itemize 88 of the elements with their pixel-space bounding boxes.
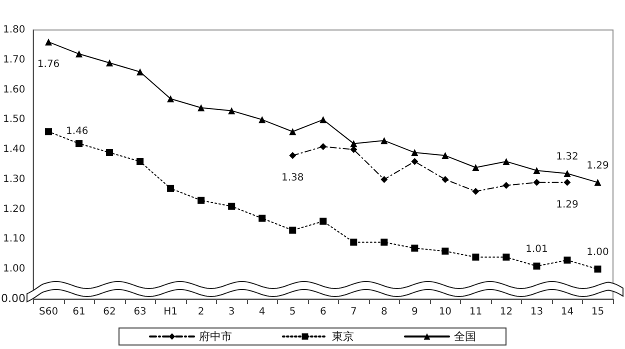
x-tick-label: 3 [228,306,235,318]
point [45,128,52,136]
point [442,248,449,255]
point [320,218,327,225]
point [533,262,540,270]
data-label: 1.01 [526,244,548,256]
point [228,202,236,210]
point [136,68,144,76]
y-tick-label: 1.50 [3,114,26,126]
point [198,196,205,204]
point [472,188,480,195]
point [472,164,480,171]
point [472,254,480,261]
point [380,176,388,183]
data-label: 1.76 [37,58,60,70]
x-tick-label: 62 [103,306,116,318]
point [45,38,52,46]
data-label: 1.29 [586,160,609,172]
x-tick-label: H1 [164,306,178,318]
legend-label: 東京 [332,330,354,343]
x-tick-label: 10 [438,306,452,318]
x-tick-label: 13 [530,306,544,318]
point [594,178,602,186]
legend-label: 全国 [454,330,476,343]
point [258,214,266,222]
point [258,116,266,124]
x-tick-label: 11 [469,306,482,318]
x-tick-label: 15 [591,306,604,318]
point [350,146,358,154]
data-label: 1.32 [556,151,578,162]
x-tick-label: 14 [560,306,574,318]
y-tick-label: 1.00 [3,264,26,275]
y-tick-label: 1.80 [3,24,26,36]
point [167,95,174,102]
data-label: 1.46 [66,126,88,138]
point [564,170,571,177]
data-label: 1.29 [556,199,578,210]
point [533,166,540,174]
point [76,50,83,58]
y-tick-label: 1.30 [3,174,26,185]
point [289,152,296,160]
y-tick-label: 1.70 [3,54,26,66]
point [533,178,540,186]
point [442,176,449,183]
point [198,104,205,112]
point [320,116,327,124]
x-tick-label: S60 [38,306,58,318]
x-tick-label: 12 [500,306,513,318]
text: 0.00 [1,292,26,305]
point [594,266,602,273]
data-label: 1.38 [281,172,304,184]
point [320,143,327,150]
point [106,59,114,66]
point [502,158,510,166]
point [289,128,296,136]
x-tick-label: 63 [134,306,146,318]
point [350,238,358,246]
point [76,140,83,148]
point [411,158,418,166]
point [289,226,296,234]
x-tick-label: 61 [72,306,86,318]
x-tick-label: 6 [320,306,326,318]
x-tick-label: 8 [380,306,388,318]
point [502,182,510,189]
y-tick-label: 1.40 [3,144,26,156]
point [106,149,114,156]
x-tick-label: 4 [258,306,266,318]
point [411,149,418,156]
legend-label: 府中市 [199,330,232,343]
y-tick-label: 1.20 [3,204,26,215]
x-tick-label: 9 [411,306,418,318]
point [502,254,510,261]
data-label: 1.00 [586,247,609,258]
point [380,137,388,144]
point [136,158,144,166]
point [411,244,418,252]
point [228,107,236,114]
x-tick-label: 7 [350,306,357,318]
y-tick-label: 1.60 [3,84,26,96]
point [442,152,449,160]
point [564,178,571,186]
point [350,140,358,148]
point [564,256,571,264]
point [380,238,388,246]
x-tick-label: 2 [198,306,204,318]
point [167,184,174,192]
x-tick-label: 5 [289,306,296,318]
y-tick-label: 1.10 [3,234,26,245]
